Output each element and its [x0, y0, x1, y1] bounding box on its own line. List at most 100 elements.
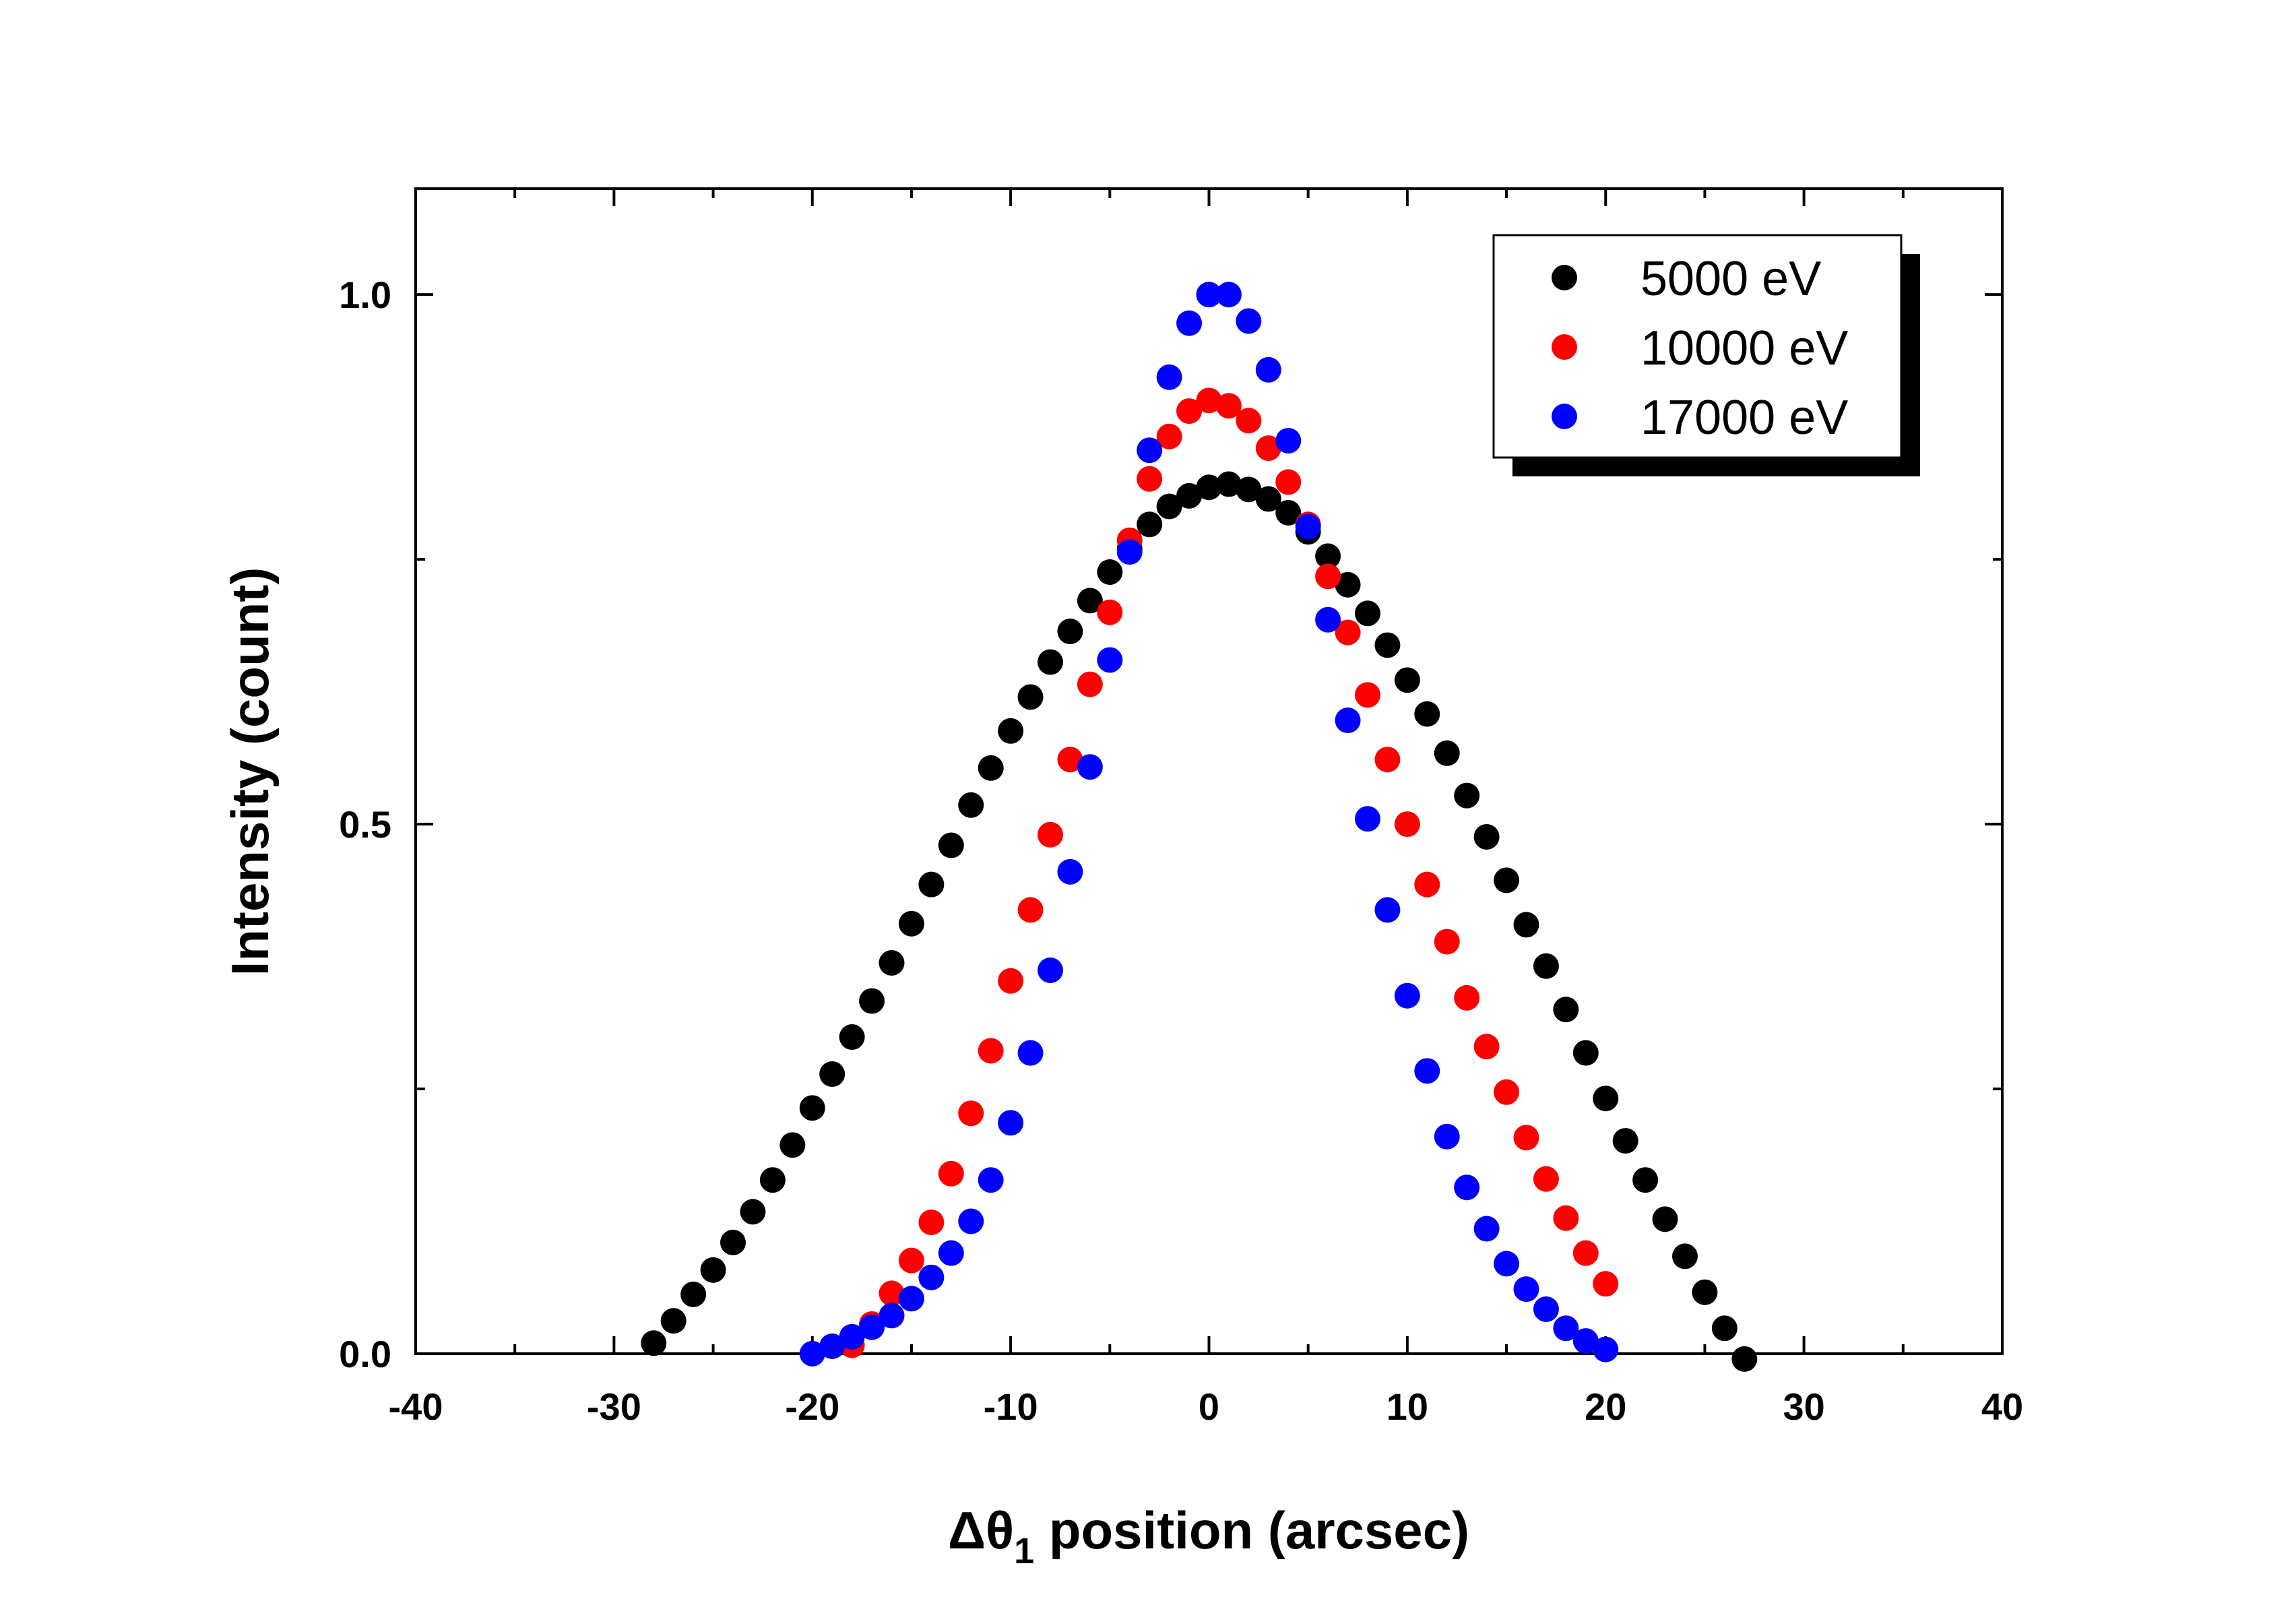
data-point — [1355, 600, 1380, 627]
data-point — [839, 1024, 865, 1050]
x-tick-label: 40 — [1981, 1385, 2023, 1428]
y-tick-label: 1.0 — [339, 274, 391, 316]
x-tick-label: -10 — [984, 1385, 1038, 1428]
data-point — [898, 910, 924, 937]
legend-label: 10000 eV — [1640, 321, 1848, 375]
data-point — [779, 1132, 806, 1158]
data-point — [1513, 912, 1539, 938]
data-point — [1494, 1079, 1520, 1105]
series-0 — [641, 471, 1758, 1372]
data-point — [1097, 599, 1123, 625]
data-point — [1315, 563, 1341, 590]
data-point — [1215, 282, 1242, 308]
data-point — [1533, 1166, 1559, 1192]
data-point — [1434, 929, 1460, 955]
data-point — [1394, 667, 1420, 693]
data-point — [1355, 682, 1380, 708]
data-point — [1414, 871, 1440, 898]
legend-marker — [1552, 404, 1577, 429]
data-point — [1077, 671, 1103, 697]
data-point — [1275, 469, 1302, 495]
data-point — [1414, 701, 1440, 727]
data-point — [879, 1302, 905, 1329]
data-point — [938, 1160, 964, 1187]
data-point — [1374, 632, 1401, 658]
data-point — [879, 1280, 905, 1307]
data-point — [1374, 747, 1401, 773]
data-point — [898, 1286, 924, 1312]
data-point — [1374, 897, 1401, 923]
data-point — [1038, 957, 1063, 984]
data-point — [1553, 1205, 1579, 1231]
data-point — [1236, 476, 1262, 503]
data-point — [1632, 1167, 1659, 1193]
data-point — [1215, 393, 1242, 419]
data-point — [1494, 1251, 1520, 1277]
data-points — [641, 282, 1758, 1372]
data-point — [759, 1167, 786, 1193]
data-point — [1097, 559, 1123, 585]
legend-label: 17000 eV — [1640, 391, 1848, 445]
data-point — [1494, 867, 1520, 893]
data-point — [1612, 1128, 1638, 1154]
data-point — [1097, 647, 1123, 673]
data-point — [1255, 435, 1281, 462]
data-point — [1017, 684, 1044, 710]
data-point — [680, 1281, 707, 1307]
data-point — [1593, 1271, 1619, 1297]
data-point — [1454, 984, 1480, 1011]
data-point — [1176, 310, 1203, 336]
tick-labels: -40 -30 -20 -10 0 10 20 30 40 0.0 0.5 1.0 — [339, 274, 2023, 1428]
data-point — [978, 1167, 1004, 1193]
data-point — [740, 1199, 766, 1225]
x-axis-title-rest: position (arcsec) — [1034, 1501, 1469, 1560]
data-point — [998, 968, 1024, 994]
data-point — [1731, 1346, 1758, 1372]
data-point — [1394, 811, 1420, 838]
data-point — [998, 718, 1024, 744]
data-point — [879, 949, 905, 976]
data-point — [938, 1240, 964, 1266]
data-point — [1315, 606, 1341, 633]
data-point — [1473, 1216, 1500, 1242]
data-point — [1553, 997, 1579, 1023]
data-point — [1275, 428, 1302, 454]
data-point — [1255, 356, 1281, 383]
data-point — [1355, 806, 1380, 832]
data-point — [1572, 1240, 1599, 1266]
data-point — [859, 1314, 885, 1340]
data-point — [1156, 493, 1182, 520]
data-point — [1434, 1123, 1460, 1150]
data-point — [1434, 740, 1460, 766]
x-tick-label: -20 — [785, 1385, 839, 1428]
x-tick-label: 10 — [1386, 1385, 1428, 1428]
data-point — [1513, 1125, 1539, 1151]
data-point — [1473, 823, 1500, 850]
data-point — [1711, 1315, 1737, 1342]
x-axis-title-subscript: 1 — [1014, 1531, 1034, 1571]
data-point — [1236, 308, 1262, 334]
data-point — [938, 832, 964, 858]
data-point — [1394, 982, 1420, 1009]
y-tick-label: 0.0 — [339, 1333, 391, 1375]
y-tick-label: 0.5 — [339, 803, 391, 846]
data-point — [819, 1061, 846, 1088]
data-point — [1077, 754, 1103, 780]
data-point — [1335, 619, 1361, 646]
data-point — [958, 1100, 984, 1127]
data-point — [1215, 471, 1242, 497]
data-point — [1196, 474, 1222, 501]
x-tick-label: -30 — [587, 1385, 641, 1428]
data-point — [700, 1257, 726, 1283]
x-tick-label: -40 — [389, 1385, 443, 1428]
data-point — [1414, 1058, 1440, 1084]
series-2 — [799, 282, 1619, 1366]
data-point — [918, 1264, 945, 1290]
data-point — [1593, 1086, 1619, 1112]
x-axis-title-main: Δθ — [948, 1501, 1014, 1560]
data-point — [1473, 1034, 1500, 1060]
data-point — [799, 1341, 825, 1366]
data-point — [1057, 619, 1083, 645]
data-point — [978, 755, 1004, 781]
data-point — [660, 1308, 687, 1334]
